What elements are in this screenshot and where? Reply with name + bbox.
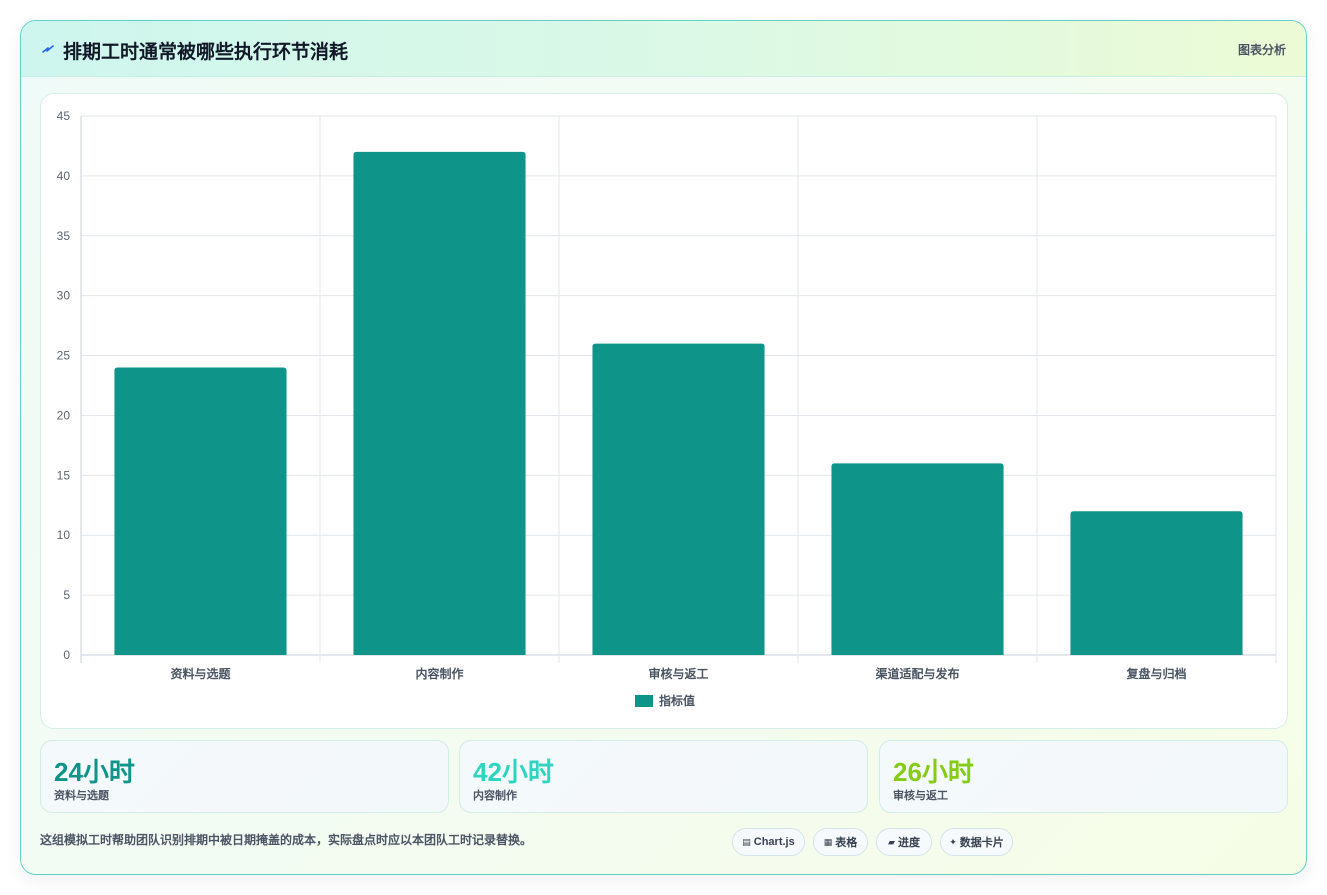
stat-card: 42小时 内容制作 <box>459 740 868 813</box>
chart-canvas: 0 5 10 15 20 25 30 35 40 45 资料与选题 内容制作 审核与返工 渠道适配与发布 复… <box>57 109 1277 708</box>
legend-label: 指标值 <box>659 693 695 708</box>
y-tick-label: 10 <box>57 528 71 542</box>
chartjs-pill[interactable]: ▤ Chart.js <box>732 828 805 856</box>
chart-card: 排期工时通常被哪些执行环节消耗 图表分析 0 5 10 15 20 25 30 35 40 45 资… <box>20 20 1307 875</box>
stat-card: 26小时 审核与返工 <box>879 740 1288 813</box>
stat-value: 26小时 <box>893 757 974 787</box>
pill-label: 进度 <box>897 837 920 849</box>
sparkle-icon: ✦ <box>949 836 957 847</box>
card-header: 排期工时通常被哪些执行环节消耗 图表分析 <box>21 21 1306 77</box>
data-card-pill[interactable]: ✦ 数据卡片 <box>940 828 1013 856</box>
y-tick-label: 25 <box>57 349 71 363</box>
pill-label: Chart.js <box>753 836 795 848</box>
y-tick-label: 35 <box>57 229 71 243</box>
pill-label: 表格 <box>835 837 858 849</box>
bolt-icon <box>42 45 54 53</box>
y-tick-label: 40 <box>57 169 71 183</box>
y-tick-label: 5 <box>63 588 70 602</box>
y-tick-label: 0 <box>63 648 70 662</box>
stat-card: 24小时 资料与选题 <box>40 740 449 813</box>
y-tick-label: 15 <box>57 468 71 482</box>
x-tick-label: 复盘与归档 <box>1125 666 1186 681</box>
footnote: 这组模拟工时帮助团队识别排期中被日期掩盖的成本，实际盘点时应以本团队工时记录替换… <box>40 833 533 847</box>
chart-icon: ▤ <box>742 836 751 847</box>
bar <box>353 151 526 655</box>
card-title: 排期工时通常被哪些执行环节消耗 <box>63 42 349 63</box>
bar <box>114 367 287 655</box>
y-tick-label: 45 <box>57 109 71 123</box>
bar <box>1070 511 1243 655</box>
stat-label: 审核与返工 <box>893 790 948 802</box>
table-pill[interactable]: ▦ 表格 <box>813 828 868 856</box>
stat-value: 24小时 <box>54 757 135 787</box>
bar <box>831 463 1004 655</box>
y-tick-label: 20 <box>57 408 71 422</box>
y-tick-label: 30 <box>57 289 71 303</box>
table-icon: ▦ <box>823 836 833 847</box>
x-tick-label: 资料与选题 <box>170 666 231 681</box>
bar <box>592 343 765 655</box>
bar-chart: 0 5 10 15 20 25 30 35 40 45 资料与选题 内容制作 审核与返工 渠道适配与发布 复… <box>40 93 1288 729</box>
legend-swatch <box>635 695 653 707</box>
chart-analysis-tag: 图表分析 <box>1237 43 1286 57</box>
stat-label: 资料与选题 <box>54 790 109 802</box>
x-tick-label: 审核与返工 <box>648 666 708 681</box>
x-tick-label: 渠道适配与发布 <box>875 666 959 681</box>
pill-label: 数据卡片 <box>959 837 1004 849</box>
progress-pill[interactable]: ▰ 进度 <box>876 828 932 856</box>
stat-label: 内容制作 <box>473 790 517 802</box>
progress-icon: ▰ <box>888 836 895 847</box>
x-tick-label: 内容制作 <box>415 666 463 681</box>
stat-value: 42小时 <box>473 757 554 787</box>
